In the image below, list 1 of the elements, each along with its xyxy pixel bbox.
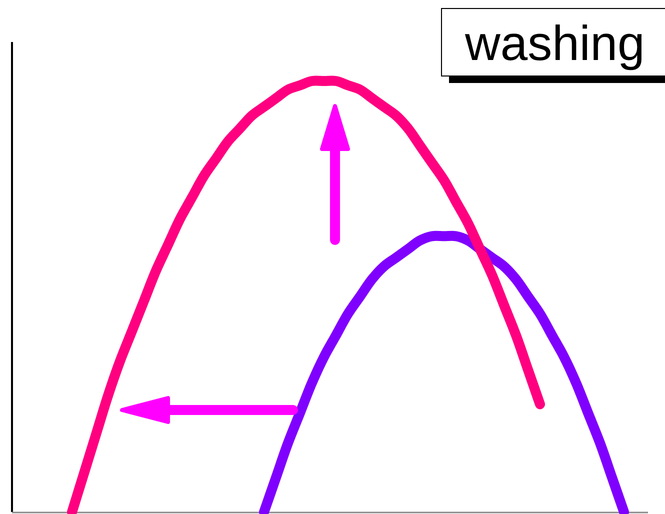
chart-title: washing xyxy=(464,17,645,71)
